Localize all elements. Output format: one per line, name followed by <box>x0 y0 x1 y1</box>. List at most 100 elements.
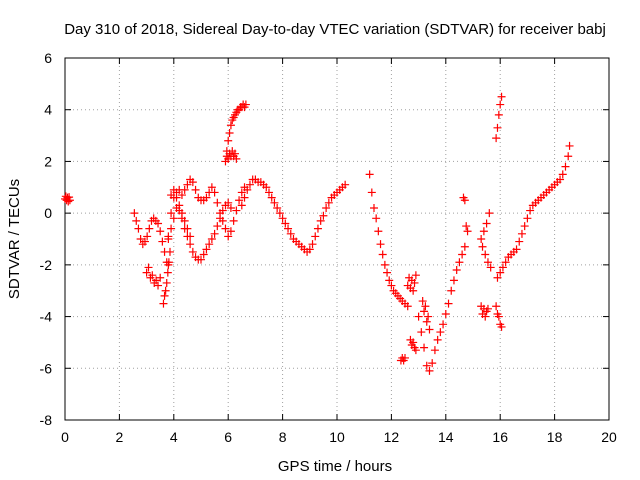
data-point <box>422 361 431 370</box>
data-point <box>414 312 423 321</box>
data-point <box>156 273 165 282</box>
data-point <box>273 203 282 212</box>
data-point <box>237 188 246 197</box>
data-point <box>367 188 376 197</box>
data-point <box>132 216 141 225</box>
axis-ticks: 0 2 4 6 8 10 12 14 16 18 20 -8 -6 -4 -2 0 2 4 6 <box>40 50 617 445</box>
data-point <box>409 286 418 295</box>
x-tick-label: 18 <box>547 429 563 445</box>
y-tick-label: -8 <box>40 412 53 428</box>
data-point <box>494 312 503 321</box>
data-point <box>177 191 186 200</box>
data-point <box>281 219 290 228</box>
data-point <box>224 136 233 145</box>
data-point <box>226 227 235 236</box>
data-point <box>452 266 461 275</box>
data-point <box>169 214 178 223</box>
data-point <box>501 258 510 267</box>
series-spike-15.9 <box>492 92 506 143</box>
x-tick-label: 8 <box>279 429 287 445</box>
data-point <box>497 92 506 101</box>
data-point <box>365 170 374 179</box>
data-point <box>421 302 430 311</box>
data-point <box>136 235 145 243</box>
data-point <box>447 286 456 295</box>
y-tick-label: -4 <box>40 309 53 325</box>
data-point <box>164 235 173 243</box>
data-point <box>460 196 469 205</box>
data-point <box>213 198 222 207</box>
data-point <box>167 209 176 218</box>
data-point <box>243 185 252 194</box>
data-point <box>164 258 173 267</box>
data-point <box>231 149 239 158</box>
data-point <box>180 185 189 194</box>
data-point <box>417 328 426 337</box>
data-point <box>163 268 172 277</box>
data-point <box>224 232 233 241</box>
data-point <box>441 309 450 318</box>
data-point <box>245 180 254 189</box>
data-point <box>161 286 170 295</box>
data-point <box>207 235 216 243</box>
data-point <box>485 209 494 218</box>
series-rise-15.9-18.6 <box>493 141 574 282</box>
series-cluster-12.8-low <box>406 335 420 355</box>
data-point <box>154 281 163 290</box>
data-point <box>165 247 174 256</box>
data-point <box>311 232 320 241</box>
data-point <box>284 224 293 233</box>
series-seg-2.5-3.8-a <box>130 209 173 269</box>
data-point <box>492 302 501 311</box>
data-point <box>159 299 168 308</box>
data-point <box>183 180 192 189</box>
y-axis-label: SDTVAR / TECUs <box>6 179 23 299</box>
data-point <box>229 216 238 225</box>
grid-lines <box>65 58 609 420</box>
data-point <box>463 227 472 236</box>
data-point <box>455 258 464 267</box>
series-mid-branch-3.9-4.6 <box>167 185 195 241</box>
data-point <box>369 203 378 212</box>
data-point <box>188 247 197 256</box>
data-point <box>316 216 325 225</box>
data-point <box>387 281 396 290</box>
data-point <box>145 224 154 233</box>
data-point <box>202 193 211 202</box>
data-point <box>162 278 171 287</box>
data-point <box>420 307 429 316</box>
series-seg-3.0-3.5-low <box>142 263 165 290</box>
data-point <box>154 219 163 228</box>
data-point <box>515 237 524 246</box>
data-point <box>160 291 169 300</box>
y-tick-label: 6 <box>44 50 52 66</box>
data-point <box>483 258 492 267</box>
data-point <box>376 240 385 249</box>
data-point <box>177 209 186 218</box>
data-point <box>493 273 502 282</box>
y-tick-label: 2 <box>44 153 52 169</box>
data-point <box>186 232 195 241</box>
data-point <box>142 268 151 277</box>
y-tick-label: 0 <box>44 205 52 221</box>
data-point <box>265 188 273 197</box>
data-point <box>418 297 427 306</box>
data-point <box>225 128 234 137</box>
data-point <box>221 224 230 233</box>
data-point <box>241 100 250 109</box>
data-point <box>207 183 216 192</box>
data-point <box>143 232 152 241</box>
series-cluster-12.7 <box>403 271 420 295</box>
data-point <box>433 335 442 344</box>
data-point <box>462 222 471 231</box>
data-point <box>65 196 74 205</box>
data-point <box>232 154 241 163</box>
data-point <box>425 325 434 334</box>
x-tick-label: 14 <box>438 429 454 445</box>
x-tick-label: 4 <box>170 429 178 445</box>
data-point <box>275 209 284 218</box>
data-point <box>436 328 445 337</box>
data-point <box>140 237 149 246</box>
data-point <box>305 245 314 254</box>
